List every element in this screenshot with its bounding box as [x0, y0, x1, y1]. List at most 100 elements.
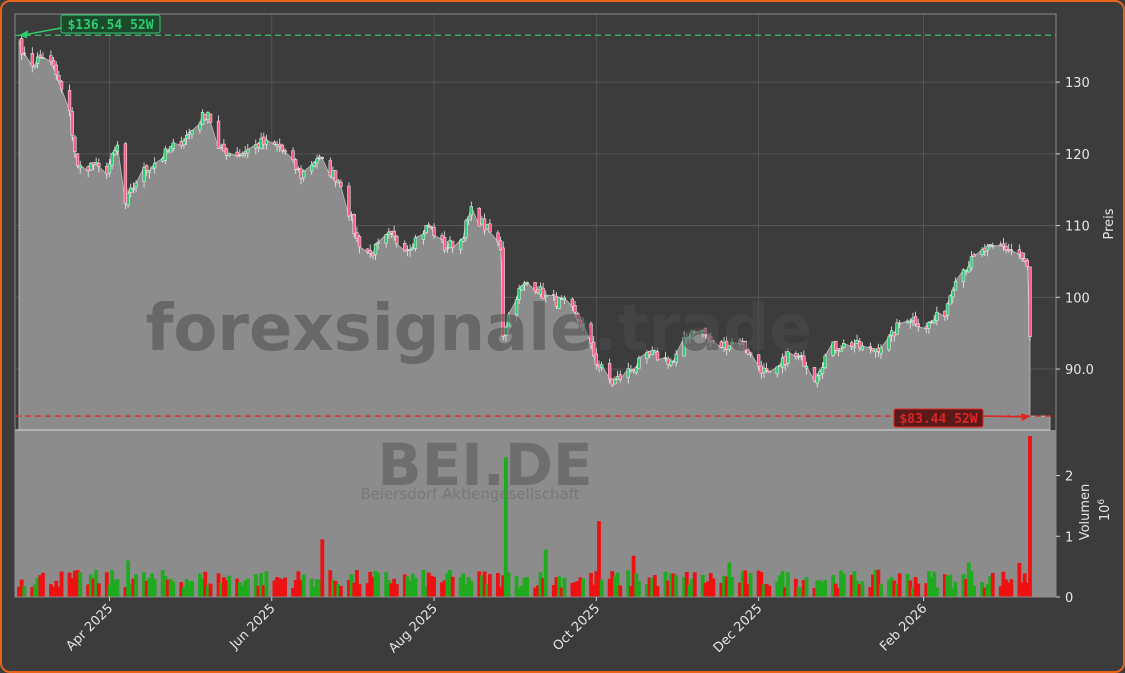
candle-up	[730, 342, 734, 345]
volume-bar	[538, 572, 543, 597]
volume-bar	[352, 582, 357, 597]
volume-bar	[522, 577, 527, 597]
candle-down	[105, 166, 109, 175]
volume-tick-label: 2	[1065, 470, 1073, 485]
volume-bar	[615, 572, 620, 597]
volume-bar	[33, 584, 37, 597]
price-tick-label: 120	[1065, 148, 1090, 163]
volume-bar	[1025, 582, 1030, 597]
candle-down	[123, 143, 128, 204]
volume-bar	[743, 570, 748, 597]
candle-up	[190, 130, 194, 135]
candle-down	[451, 240, 455, 249]
candle-up	[669, 360, 673, 366]
candle-up	[115, 144, 120, 152]
candle-down	[440, 235, 444, 240]
volume-bar	[59, 571, 64, 597]
volume-bar	[224, 580, 229, 597]
volume-bar	[296, 571, 301, 597]
candle-up	[908, 321, 912, 323]
candle-up	[690, 331, 694, 339]
candle-up	[929, 321, 934, 323]
volume-bar	[264, 571, 269, 597]
candle-down	[711, 340, 716, 342]
candle-down	[1004, 245, 1008, 251]
candle-up	[312, 162, 316, 167]
candle-down	[802, 355, 806, 367]
candle-up	[134, 182, 138, 188]
volume-bar	[410, 573, 415, 597]
volume-bar	[746, 584, 750, 597]
candle-up	[945, 303, 950, 316]
volume-bar	[166, 579, 170, 597]
volume-bar	[887, 579, 891, 597]
date-tick-label: Oct 2025	[550, 601, 603, 654]
volume-axis-label: Volumen	[1078, 484, 1093, 541]
volume-bar	[687, 585, 692, 597]
volume-bar	[543, 549, 548, 597]
volume-bar	[184, 578, 189, 597]
candle-down	[709, 336, 713, 342]
volume-bar	[855, 580, 859, 597]
volume-bar	[1009, 579, 1014, 597]
candle-down	[333, 170, 338, 183]
volume-bar	[541, 578, 546, 597]
annotations: $136.54 52W $83.44 52W	[19, 14, 1030, 428]
candle-up	[254, 144, 258, 149]
candle-up	[748, 352, 753, 355]
candle-up	[227, 152, 231, 157]
candle-up	[376, 241, 380, 244]
candle-up	[206, 112, 210, 120]
candle-down	[235, 151, 239, 157]
candle-down	[59, 80, 64, 90]
candle-down	[871, 348, 875, 351]
candle-down	[427, 224, 431, 227]
volume-bar	[402, 574, 407, 597]
price-tick-label: 130	[1065, 76, 1090, 91]
candle-up	[682, 337, 686, 357]
volume-bar	[299, 579, 303, 597]
volume-bar	[448, 569, 452, 597]
volume-bar	[682, 577, 687, 597]
candle-up	[413, 237, 418, 249]
volume-bar	[328, 570, 333, 597]
price-tick-label: 90.0	[1065, 363, 1094, 378]
candle-up	[988, 244, 992, 246]
volume-bar	[889, 577, 894, 597]
volume-bar	[801, 580, 806, 597]
volume-bar	[671, 573, 676, 597]
volume-bar	[488, 574, 492, 597]
volume-bar	[573, 582, 577, 597]
volume-bar	[128, 583, 133, 597]
volume-bar	[966, 562, 971, 597]
candle-up	[831, 341, 835, 356]
price-tick-label: 110	[1065, 220, 1090, 235]
candle-up	[219, 145, 223, 148]
volume-bar	[708, 573, 713, 597]
volume-bar	[70, 577, 75, 597]
candle-up	[948, 295, 952, 305]
volume-bar	[240, 585, 245, 597]
volume-bar	[198, 573, 202, 597]
candle-up	[150, 166, 154, 170]
date-tick-label: Dec 2025	[711, 601, 766, 656]
candle-up	[113, 150, 117, 155]
volume-bar	[799, 587, 804, 597]
candle-up	[650, 350, 654, 355]
candle-down	[594, 353, 598, 366]
volume-bar	[160, 570, 165, 597]
candle-down	[57, 75, 61, 81]
volume-bar	[570, 583, 575, 597]
candle-up	[131, 188, 136, 190]
candle-down	[272, 141, 277, 145]
volume-bar	[613, 576, 617, 597]
candle-up	[951, 290, 955, 298]
candle-up	[408, 249, 412, 252]
volume-bar	[112, 580, 117, 597]
candle-up	[33, 64, 37, 67]
candle-up	[469, 206, 473, 216]
candle-down	[706, 334, 710, 338]
volume-bar	[525, 577, 530, 597]
volume-bar	[932, 571, 937, 597]
